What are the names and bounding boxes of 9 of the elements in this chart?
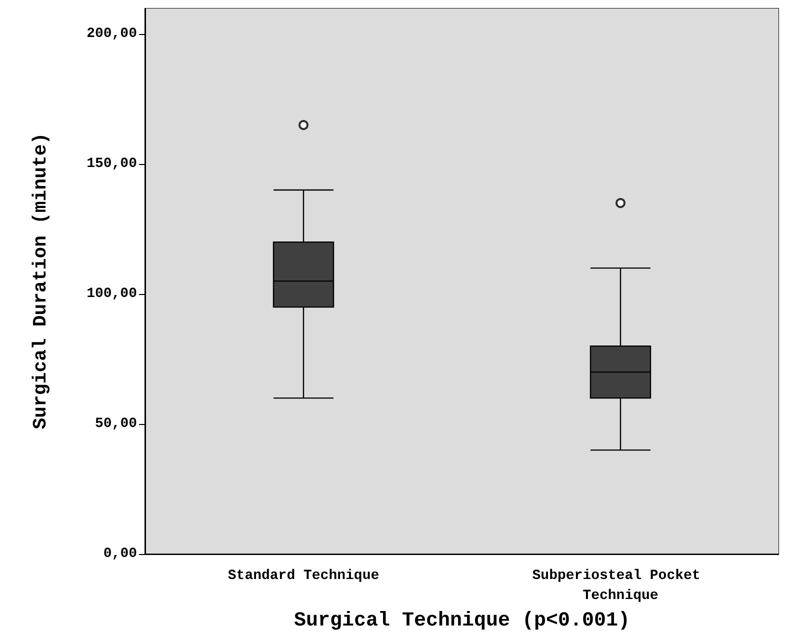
x-tick-label: Standard Technique bbox=[228, 568, 380, 584]
y-tick-label: 150,00 bbox=[86, 156, 137, 172]
y-tick-label: 200,00 bbox=[86, 26, 137, 42]
x-tick-label: Subperiosteal Pocket Technique bbox=[532, 568, 709, 604]
y-tick-label: 0,00 bbox=[103, 546, 137, 562]
x-axis-title: Surgical Technique (p<0.001) bbox=[294, 610, 630, 632]
y-axis-title: Surgical Duration (minute) bbox=[30, 132, 52, 430]
y-tick-label: 50,00 bbox=[94, 416, 137, 432]
y-tick-label: 100,00 bbox=[86, 286, 137, 302]
